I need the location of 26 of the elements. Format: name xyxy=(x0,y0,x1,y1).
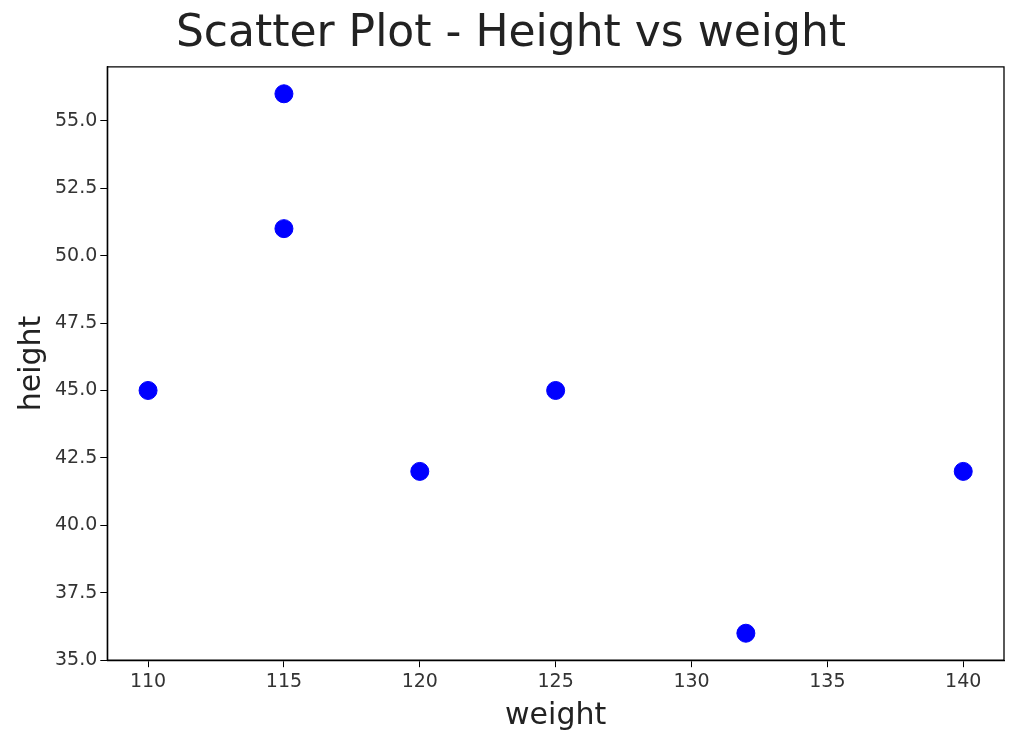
point xyxy=(138,380,158,400)
point xyxy=(953,461,973,481)
x-tick-label: 110 xyxy=(129,668,167,691)
point xyxy=(736,623,756,643)
point xyxy=(546,380,566,400)
y-tick-label: 35.0 xyxy=(54,647,98,670)
x-tick-label: 135 xyxy=(809,668,846,691)
x-tick-label: 140 xyxy=(945,668,982,691)
point xyxy=(274,84,294,104)
y-tick-label: 37.5 xyxy=(54,579,98,602)
y-tick-label: 50.0 xyxy=(54,242,98,265)
x-tick-label: 115 xyxy=(265,668,303,691)
y-tick-label: 42.5 xyxy=(54,444,98,467)
x-tick-label: 120 xyxy=(401,668,438,691)
chart-title: Scatter Plot - Height vs weight xyxy=(175,4,847,56)
x-axis-title: weight xyxy=(505,695,607,731)
y-tick-label: 52.5 xyxy=(54,175,98,198)
y-tick-label: 40.0 xyxy=(54,512,98,535)
point xyxy=(274,219,294,239)
y-tick-label: 47.5 xyxy=(54,309,98,332)
y-axis-title: height xyxy=(11,315,47,412)
point xyxy=(410,461,430,481)
x-tick-label: 125 xyxy=(537,668,574,691)
y-tick-label: 55.0 xyxy=(54,107,98,130)
x-tick-label: 130 xyxy=(673,668,710,691)
y-tick-label: 45.0 xyxy=(54,377,98,400)
